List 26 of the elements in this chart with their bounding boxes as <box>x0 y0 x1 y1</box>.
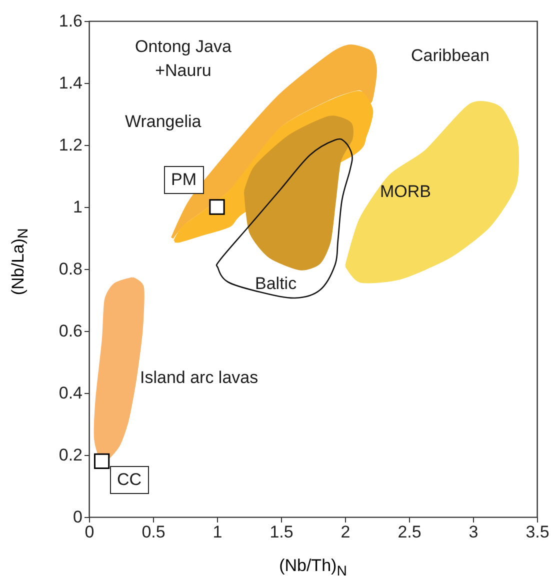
annotation: Baltic <box>255 273 297 295</box>
x-tick-label: 1.5 <box>270 522 294 542</box>
annotation: PM <box>164 166 204 194</box>
y-tick-label: 1.2 <box>58 136 82 154</box>
annotation: Island arc lavas <box>140 367 258 389</box>
annotation: Caribbean <box>411 45 490 67</box>
y-tick-label: 0.4 <box>58 384 82 402</box>
y-tick-label: 0.6 <box>58 322 82 340</box>
annotation: Ontong Java +Nauru <box>135 36 232 82</box>
x-tick-label: 2.5 <box>398 522 422 542</box>
x-tick-label: 0.5 <box>142 522 166 542</box>
x-tick-label: 1 <box>212 522 222 542</box>
y-tick-label: 1.4 <box>58 74 82 92</box>
x-tick-label: 2 <box>340 522 350 542</box>
y-tick-label: 0.8 <box>58 260 82 278</box>
annotation: Wrangelia <box>125 111 202 133</box>
x-tick-label: 0 <box>84 522 94 542</box>
x-tick-label: 3.5 <box>526 522 550 542</box>
y-tick-label: 1 <box>73 198 82 216</box>
x-axis-title: (Nb/Th)$_{N}$ <box>278 556 348 580</box>
y-tick-label: 0 <box>73 508 82 526</box>
annotation: CC <box>110 466 149 494</box>
y-tick-label: 0.2 <box>58 446 82 464</box>
y-tick-label: 1.6 <box>58 12 82 30</box>
x-tick-label: 3 <box>468 522 478 542</box>
annotation: MORB <box>380 181 431 203</box>
